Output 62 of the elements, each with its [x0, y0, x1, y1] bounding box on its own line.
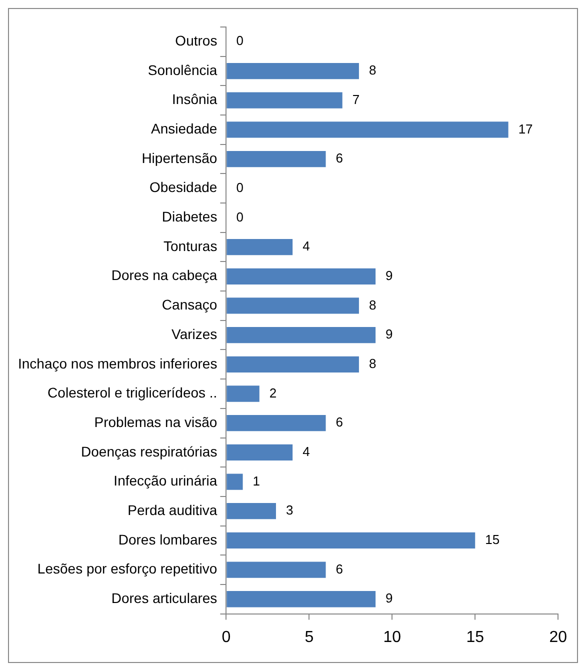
data-label: 9	[386, 590, 393, 606]
bar	[226, 298, 359, 314]
data-label: 7	[352, 92, 360, 107]
bar	[226, 386, 260, 402]
y-tick-label: Doenças respiratórias	[81, 443, 218, 460]
bar	[226, 591, 376, 608]
data-label: 6	[336, 414, 344, 430]
y-tick-label: Dores na cabeça	[111, 267, 218, 284]
y-tick-label: Problemas na visão	[94, 414, 218, 430]
bar	[226, 415, 326, 432]
data-label: 6	[336, 150, 344, 166]
bar	[226, 503, 276, 520]
bar	[226, 268, 376, 284]
y-tick-label: Tonturas	[163, 238, 218, 254]
data-label: 4	[302, 444, 310, 460]
bar	[226, 356, 359, 372]
data-label: 0	[236, 33, 244, 48]
y-tick-label: Obesidade	[149, 179, 218, 196]
y-tick-label: Sonolência	[148, 62, 218, 78]
data-label: 3	[286, 502, 294, 518]
bar	[226, 562, 326, 578]
y-tick-label: Perda auditiva	[128, 502, 218, 518]
data-label: 9	[386, 268, 393, 283]
y-tick-label: Dores articulares	[111, 590, 218, 606]
x-tick-label: 20	[549, 628, 568, 646]
data-label: 8	[368, 297, 376, 312]
y-tick-label: Diabetes	[162, 208, 218, 225]
x-tick-label: 15	[466, 628, 484, 646]
data-label: 0	[236, 180, 244, 195]
bar	[226, 92, 342, 108]
data-label: 15	[485, 532, 500, 548]
data-label: 1	[252, 473, 260, 488]
bar	[226, 62, 359, 80]
y-tick-label: Colesterol e triglicerídeos ..	[48, 384, 218, 401]
y-tick-label: Insônia	[172, 91, 218, 108]
x-tick-label: 0	[222, 628, 231, 646]
y-tick-label: Ansiedade	[151, 120, 218, 137]
y-tick-label: Dores lombares	[118, 531, 218, 548]
x-tick-label: 10	[383, 628, 402, 646]
bar	[226, 444, 293, 460]
bar	[226, 122, 508, 138]
y-tick-label: Hipertensão	[142, 150, 218, 166]
bar	[226, 474, 243, 490]
bar	[226, 150, 326, 168]
y-tick-label: Cansaço	[162, 296, 218, 313]
y-tick-label: Inchaço nos membros inferiores	[18, 355, 218, 372]
data-label: 2	[269, 385, 277, 400]
bar	[226, 238, 293, 256]
data-label: 9	[386, 326, 393, 342]
data-label: 0	[236, 209, 244, 224]
y-tick-label: Varizes	[172, 326, 218, 342]
bar	[226, 532, 476, 549]
data-label: 6	[336, 561, 344, 576]
bar	[226, 327, 376, 344]
x-tick-label: 5	[304, 628, 314, 646]
data-label: 4	[302, 238, 310, 254]
y-tick-label: Infecção urinária	[114, 472, 218, 489]
data-label: 8	[368, 62, 376, 78]
y-tick-label: Lesões por esforço repetitivo	[37, 560, 218, 577]
data-label: 8	[368, 356, 376, 371]
y-tick-label: Outros	[175, 32, 218, 49]
data-label: 17	[518, 121, 533, 136]
